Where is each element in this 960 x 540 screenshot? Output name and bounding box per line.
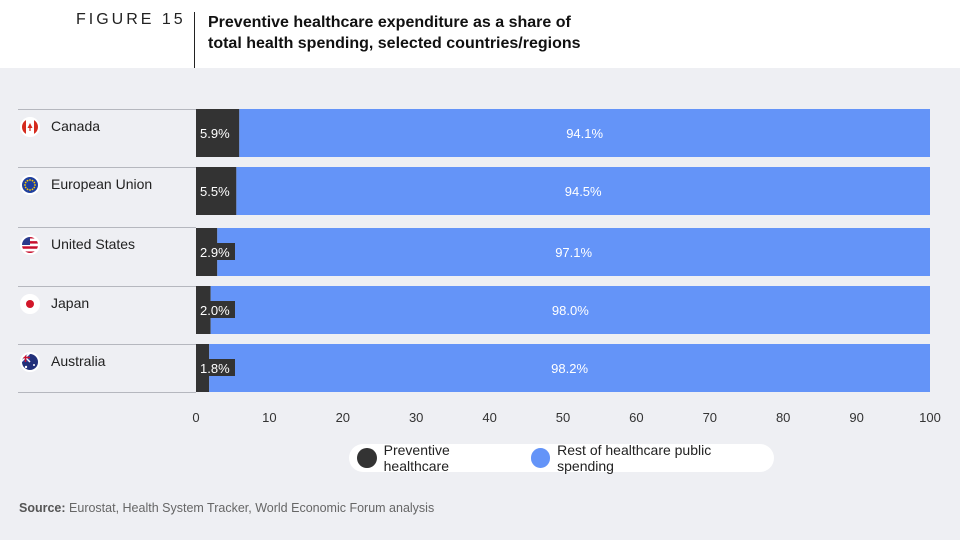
- x-tick-label: 80: [776, 410, 790, 425]
- flag-ring: [20, 175, 40, 195]
- flag-body: [21, 118, 39, 136]
- bar-label-bg: [197, 359, 235, 376]
- flag-field: [21, 176, 39, 194]
- flag-star: [24, 181, 27, 184]
- flag-star: [24, 365, 28, 369]
- bar-label-preventive: 2.9%: [200, 245, 230, 260]
- flag-stripe: [21, 251, 39, 254]
- flag-body: [21, 295, 39, 313]
- x-tick-label: 50: [556, 410, 570, 425]
- chart-title-line-1: Preventive healthcare expenditure as a s…: [208, 14, 571, 31]
- legend-label-preventive: Preventive healthcare: [383, 442, 450, 474]
- chart-title-line-2: total health spending, selected countrie…: [208, 35, 581, 52]
- header-divider: [194, 12, 195, 68]
- maple-leaf: [27, 123, 33, 131]
- flag-ring: [20, 235, 40, 255]
- bar-preventive: [196, 167, 237, 215]
- legend-label-rest: Rest of healthcare public spending: [557, 442, 712, 474]
- flag-star: [33, 186, 36, 189]
- bar-label-bg: [197, 243, 235, 260]
- legend-item-rest: Rest of healthcare public spending: [530, 442, 768, 474]
- category-label: United States: [51, 236, 135, 252]
- bar-label-rest: 98.0%: [552, 303, 589, 318]
- bar-rest: [210, 286, 930, 334]
- source-note: Source: Eurostat, Health System Tracker,…: [19, 501, 434, 515]
- bar-label-bg: [197, 301, 235, 318]
- flag-stripe: [21, 248, 39, 252]
- flag-body: [21, 176, 39, 194]
- flag-star: [31, 188, 34, 191]
- bar-preventive: [196, 109, 240, 157]
- x-tick-label: 20: [336, 410, 350, 425]
- flag-star: [26, 188, 29, 191]
- eu-flag-icon: [20, 175, 40, 195]
- japan-flag-icon: [20, 294, 40, 314]
- flag-band: [34, 118, 39, 136]
- x-tick-label: 10: [262, 410, 276, 425]
- flag-star: [34, 184, 36, 186]
- us-flag-icon: [20, 235, 40, 255]
- legend-swatch-rest: [530, 448, 551, 468]
- flag-star: [31, 179, 34, 182]
- chart-title: Preventive healthcare expenditure as a s…: [208, 12, 581, 54]
- bar-label-rest: 97.1%: [555, 245, 592, 260]
- flag-ring: [20, 294, 40, 314]
- bar-label-preventive: 1.8%: [200, 361, 230, 376]
- chart-area: Canada 5.9% 94.1% European Union 5.5% 94.5% Un…: [18, 109, 941, 425]
- category-label: Japan: [51, 295, 89, 311]
- source-text: Eurostat, Health System Tracker, World E…: [69, 501, 435, 515]
- legend-item-preventive: Preventive healthcare: [357, 442, 517, 474]
- x-tick-label: 0: [192, 410, 199, 425]
- flag-body: [21, 236, 39, 254]
- flag-star: [29, 189, 31, 191]
- canada-flag-icon: [20, 117, 40, 137]
- flag-star: [24, 184, 26, 186]
- bar-label-preventive: 5.9%: [200, 126, 230, 141]
- x-tick-label: 60: [629, 410, 643, 425]
- chart-legend: Preventive healthcare Rest of healthcare…: [349, 442, 774, 474]
- x-tick-label: 100: [919, 410, 941, 425]
- x-tick-label: 70: [703, 410, 717, 425]
- flag-star: [33, 364, 35, 366]
- flag-stripe: [21, 246, 39, 249]
- bar-label-preventive: 5.5%: [200, 184, 230, 199]
- category-label: Australia: [51, 353, 106, 369]
- category-label: European Union: [51, 176, 152, 192]
- flag-star: [26, 179, 29, 182]
- australia-flag-icon: [20, 352, 40, 372]
- bar-label-rest: 94.1%: [566, 126, 603, 141]
- bar-label-rest: 94.5%: [565, 184, 602, 199]
- flag-band: [21, 118, 26, 136]
- flag-canton: [21, 236, 30, 245]
- legend-swatch-preventive: [357, 448, 377, 468]
- x-tick-label: 40: [482, 410, 496, 425]
- bar-rest: [209, 344, 930, 392]
- flag-ring: [20, 352, 40, 372]
- bar-rest: [236, 167, 930, 215]
- flag-ring: [20, 117, 40, 137]
- flag-disc: [26, 300, 34, 308]
- bar-label-preventive: 2.0%: [200, 303, 230, 318]
- bar-rest: [239, 109, 930, 157]
- x-tick-label: 90: [849, 410, 863, 425]
- bar-rest: [217, 228, 930, 276]
- flag-star: [29, 179, 31, 181]
- x-tick-label: 30: [409, 410, 423, 425]
- bar-label-rest: 98.2%: [551, 361, 588, 376]
- header: FIGURE 15 Preventive healthcare expendit…: [0, 0, 960, 68]
- source-label: Source:: [19, 501, 66, 515]
- figure-label: FIGURE 15: [76, 11, 186, 28]
- flag-star: [24, 186, 27, 189]
- flag-star: [33, 181, 36, 184]
- category-label: Canada: [51, 118, 100, 134]
